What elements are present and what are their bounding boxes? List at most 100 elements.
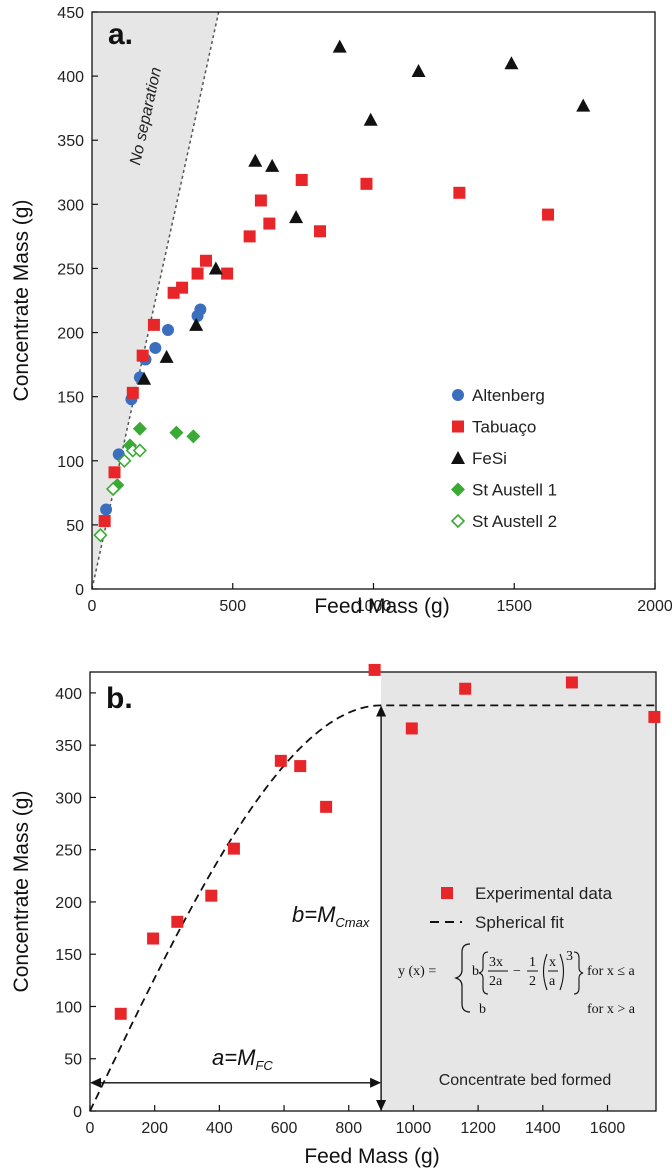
- panel-label-a: a.: [108, 18, 133, 51]
- legend-label: St Austell 2: [472, 512, 557, 531]
- formula-cube: 3: [566, 949, 573, 964]
- x-tick-label-b: 1000: [396, 1120, 432, 1137]
- b-label-sub: Cmax: [335, 915, 369, 930]
- x-tick-label-a: 1500: [496, 598, 532, 615]
- data-point-tabua-o: [147, 318, 160, 331]
- y-tick-label-b: 50: [64, 1052, 82, 1069]
- dimension-arrows: [90, 705, 387, 1111]
- data-point-tabua-o: [221, 267, 234, 280]
- legend-marker: [452, 389, 464, 401]
- formula-brace: [454, 943, 471, 1013]
- y-tick-label-a: 450: [57, 5, 84, 22]
- data-point-experimental: [147, 932, 160, 945]
- data-point-fesi: [289, 210, 304, 224]
- a-label-sub: FC: [255, 1058, 273, 1073]
- data-point-fesi: [137, 371, 152, 385]
- b-mcmax-label: b=MCmax: [292, 902, 370, 930]
- formula-a: a: [549, 974, 556, 989]
- y-tick-label-a: 400: [57, 69, 84, 86]
- data-point-experimental: [459, 682, 472, 695]
- y-tick-label-b: 250: [55, 843, 82, 860]
- x-tick-label-b: 1200: [460, 1120, 496, 1137]
- x-axis-title-b: Feed Mass (g): [304, 1145, 439, 1168]
- legend-label-experimental: Experimental data: [475, 884, 613, 903]
- a-arrow-head-left: [90, 1077, 101, 1088]
- data-point-fesi: [189, 317, 204, 331]
- b-label-main: b=M: [292, 902, 336, 927]
- data-point-fesi: [332, 39, 347, 53]
- y-tick-label-a: 250: [57, 261, 84, 278]
- legend-label: Altenberg: [472, 386, 545, 405]
- y-tick-label-b: 400: [55, 686, 82, 703]
- data-point-altenberg: [162, 323, 175, 336]
- data-point-experimental: [648, 710, 661, 723]
- data-point-fesi: [208, 261, 223, 275]
- y-tick-label-b: 350: [55, 738, 82, 755]
- ticks-a: 0 500 1000 1500 2000 0 50 100 150 200 250 300 350 400…: [57, 5, 672, 615]
- formula-brace-inner-right: [573, 951, 584, 995]
- formula-brace-inner: [478, 951, 489, 995]
- data-point-tabua-o: [542, 208, 555, 221]
- panel-b: 0 200 400 600 800 1000 1200 1400 160005010015020…: [10, 663, 661, 1168]
- data-point-experimental: [565, 676, 578, 689]
- data-point-st-austell-1: [186, 429, 201, 444]
- data-point-tabua-o: [314, 225, 327, 238]
- formula-b1: b: [472, 964, 479, 979]
- data-point-fesi: [411, 63, 426, 77]
- y-tick-label-a: 0: [75, 582, 84, 599]
- spherical-fit-curve: [89, 704, 656, 1112]
- panel-label-b: b.: [106, 682, 133, 715]
- ticks-b: 0 200 400 600 800 1000 1200 1400 160005010015020…: [55, 686, 625, 1137]
- data-point-fesi: [363, 112, 378, 126]
- x-tick-label-a: 500: [219, 598, 246, 615]
- data-point-experimental: [274, 754, 287, 767]
- b-arrow-head-up: [376, 705, 387, 717]
- data-point-experimental: [320, 800, 333, 813]
- y-tick-label-b: 0: [73, 1104, 82, 1121]
- data-point-tabua-o: [136, 349, 149, 362]
- x-tick-label-b: 1400: [525, 1120, 561, 1137]
- y-tick-label-b: 200: [55, 895, 82, 912]
- data-point-st-austell-2: [105, 481, 121, 497]
- formula-lhs: y (x) =: [398, 964, 436, 979]
- data-point-fesi: [248, 153, 263, 167]
- data-point-tabua-o: [254, 194, 267, 207]
- legend-marker-experimental: [441, 887, 453, 899]
- data-point-st-austell-2: [93, 528, 108, 543]
- legend-a: Altenberg Tabuaço FeSi St Austell 1 St Auste…: [450, 386, 557, 531]
- x-tick-label-a: 0: [88, 598, 97, 615]
- data-point-st-austell-1: [132, 421, 147, 436]
- x-tick-label-a: 2000: [637, 598, 672, 615]
- data-point-tabua-o: [108, 466, 121, 479]
- y-tick-label-a: 50: [66, 518, 84, 535]
- data-point-tabua-o: [98, 515, 111, 528]
- x-tick-label-b: 0: [86, 1120, 95, 1137]
- panel-a: 0 500 1000 1500 2000 0 50 100 150 200 250 300 350 400…: [10, 5, 672, 618]
- legend-label: FeSi: [472, 449, 507, 468]
- x-tick-label-b: 800: [335, 1120, 362, 1137]
- marks-a: [93, 39, 591, 543]
- y-tick-label-a: 350: [57, 133, 84, 150]
- data-point-tabua-o: [200, 254, 213, 267]
- data-point-tabua-o: [126, 386, 139, 399]
- data-point-altenberg: [194, 303, 207, 316]
- formula-2: 2: [529, 974, 536, 989]
- data-point-experimental: [114, 1007, 127, 1020]
- data-point-tabua-o: [191, 267, 204, 280]
- y-tick-label-a: 200: [57, 326, 84, 343]
- a-label-main: a=M: [212, 1045, 256, 1070]
- x-tick-label-a: 1000: [356, 598, 392, 615]
- y-axis-title-a: Concentrate Mass (g): [10, 200, 33, 402]
- y-tick-label-b: 300: [55, 790, 82, 807]
- formula-case1: for x ≤ a: [587, 964, 636, 979]
- x-tick-label-b: 600: [271, 1120, 298, 1137]
- data-point-tabua-o: [176, 281, 189, 294]
- data-point-experimental: [368, 663, 381, 676]
- y-tick-label-b: 150: [55, 947, 82, 964]
- y-axis-title-b: Concentrate Mass (g): [10, 791, 33, 993]
- y-tick-label-b: 100: [55, 999, 82, 1016]
- a-arrow-head-right: [370, 1077, 382, 1088]
- y-tick-label-a: 100: [57, 454, 84, 471]
- legend-b: Experimental data Spherical fit: [430, 884, 613, 932]
- data-point-tabua-o: [360, 177, 373, 190]
